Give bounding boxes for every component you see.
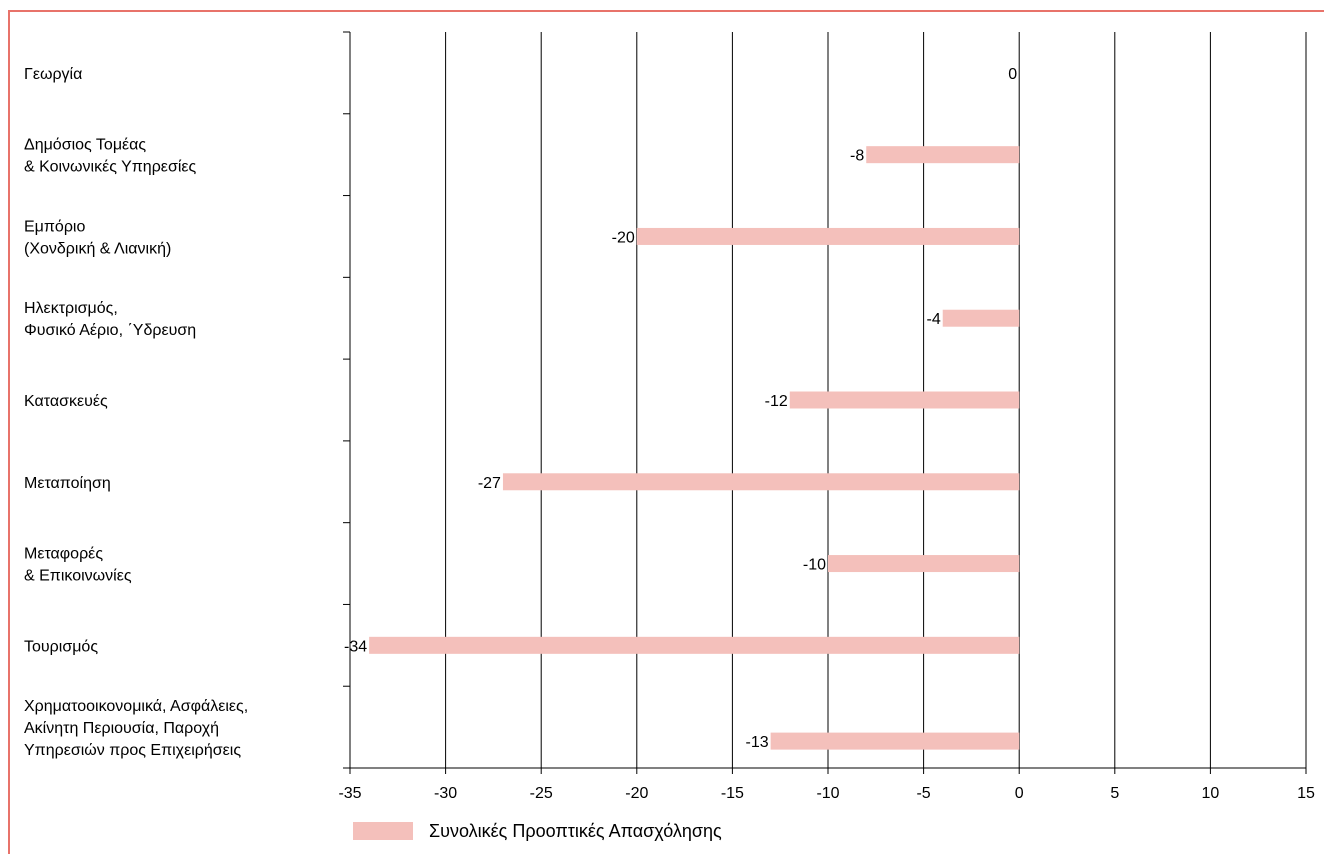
x-tick-label: 10	[1202, 785, 1220, 802]
data-label: -20	[612, 229, 635, 246]
data-label: -27	[478, 475, 501, 492]
data-label: -12	[765, 393, 788, 410]
x-tick-label: -10	[816, 785, 839, 802]
category-label-line: Ακίνητη Περιουσία, Παροχή	[24, 720, 219, 737]
x-tick-label: 0	[1015, 785, 1024, 802]
category-label: Δημόσιος Τομέας & Κοινωνικές Υπηρεσίες	[24, 137, 197, 176]
frame-border-top	[8, 10, 1324, 12]
legend-swatch	[353, 822, 413, 840]
category-label-line: Δημόσιος Τομέας	[24, 137, 146, 154]
x-tick-label: -30	[434, 785, 457, 802]
bar	[828, 555, 1020, 573]
category-label-line: & Επικοινωνίες	[24, 568, 132, 585]
x-tick-label: -20	[625, 785, 648, 802]
frame-border-left	[8, 10, 10, 854]
x-tick-label: 5	[1110, 785, 1119, 802]
category-label: Μεταποίηση	[24, 475, 111, 492]
bar	[866, 146, 1020, 164]
x-tick-label: -35	[338, 785, 361, 802]
legend-label: Συνολικές Προοπτικές Απασχόλησης	[429, 821, 722, 841]
category-label-line: Ηλεκτρισμός,	[24, 300, 118, 317]
data-label: -4	[926, 311, 940, 328]
category-label-line: Γεωργία	[24, 66, 82, 83]
category-label-line: Φυσικό Αέριο, ΄Υδρευση	[24, 322, 196, 339]
x-tick-label: -25	[530, 785, 553, 802]
bar	[789, 391, 1020, 409]
x-tick-label: -5	[916, 785, 930, 802]
category-label: Εμπόριο (Χονδρική & Λιανική)	[24, 218, 171, 257]
category-label: Ηλεκτρισμός, Φυσικό Αέριο, ΄Υδρευση	[24, 300, 196, 339]
bar	[770, 732, 1020, 750]
data-label: -10	[803, 557, 826, 574]
category-label-line: Μεταποίηση	[24, 475, 111, 492]
category-label-line: Εμπόριο	[24, 218, 85, 235]
category-label: Μεταφορές & Επικοινωνίες	[24, 546, 132, 585]
data-label: 0	[1008, 66, 1017, 83]
category-label: Γεωργία	[24, 66, 82, 83]
category-label: Τουρισμός	[24, 638, 98, 655]
data-label: -34	[344, 638, 367, 655]
bar	[636, 227, 1020, 245]
category-label: Χρηματοοικονομικά, Ασφάλειες, Ακίνητη Περ…	[24, 698, 248, 759]
x-tick-label: -15	[721, 785, 744, 802]
category-label-line: Μεταφορές	[24, 546, 103, 563]
category-label: Κατασκευές	[24, 393, 108, 410]
category-label-line: Υπηρεσιών προς Επιχειρήσεις	[24, 742, 241, 759]
category-label-line: Χρηματοοικονομικά, Ασφάλειες,	[24, 698, 248, 715]
category-label-line: Τουρισμός	[24, 638, 98, 655]
bar	[369, 636, 1020, 654]
data-label: -8	[850, 148, 864, 165]
bar	[502, 473, 1020, 491]
category-label-line: & Κοινωνικές Υπηρεσίες	[24, 159, 197, 176]
category-label-line: Κατασκευές	[24, 393, 108, 410]
x-tick-label: 15	[1297, 785, 1315, 802]
data-label: -13	[746, 734, 769, 751]
category-label-line: (Χονδρική & Λιανική)	[24, 240, 171, 257]
bar	[942, 309, 1020, 327]
